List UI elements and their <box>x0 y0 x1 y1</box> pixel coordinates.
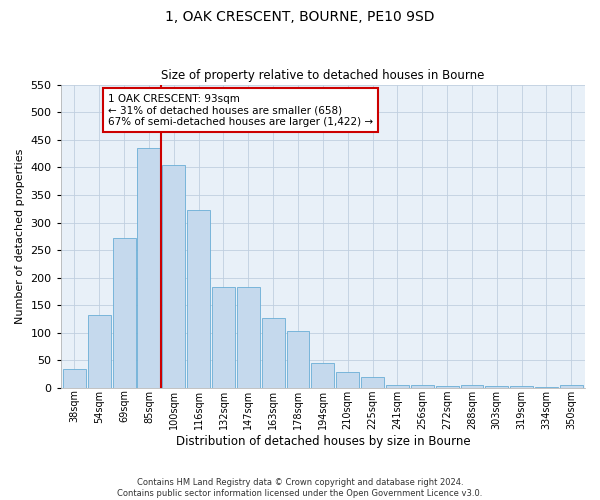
Bar <box>163 164 185 388</box>
Bar <box>63 368 86 388</box>
Bar <box>88 314 110 388</box>
Bar <box>336 372 359 388</box>
Bar <box>485 386 508 388</box>
Bar <box>311 363 334 388</box>
Bar <box>436 386 458 388</box>
Title: Size of property relative to detached houses in Bourne: Size of property relative to detached ho… <box>161 69 485 82</box>
Text: Contains HM Land Registry data © Crown copyright and database right 2024.
Contai: Contains HM Land Registry data © Crown c… <box>118 478 482 498</box>
Bar <box>212 286 235 388</box>
Bar <box>361 377 384 388</box>
Bar <box>262 318 284 388</box>
Bar <box>510 386 533 388</box>
Bar <box>237 286 260 388</box>
Bar <box>137 148 160 388</box>
Bar <box>461 386 484 388</box>
Bar <box>386 384 409 388</box>
Bar <box>560 386 583 388</box>
Bar <box>187 210 210 388</box>
Y-axis label: Number of detached properties: Number of detached properties <box>15 148 25 324</box>
Bar <box>535 387 558 388</box>
Text: 1, OAK CRESCENT, BOURNE, PE10 9SD: 1, OAK CRESCENT, BOURNE, PE10 9SD <box>165 10 435 24</box>
Text: 1 OAK CRESCENT: 93sqm
← 31% of detached houses are smaller (658)
67% of semi-det: 1 OAK CRESCENT: 93sqm ← 31% of detached … <box>108 94 373 127</box>
Bar <box>287 330 310 388</box>
Bar <box>113 238 136 388</box>
X-axis label: Distribution of detached houses by size in Bourne: Distribution of detached houses by size … <box>176 434 470 448</box>
Bar <box>411 384 434 388</box>
